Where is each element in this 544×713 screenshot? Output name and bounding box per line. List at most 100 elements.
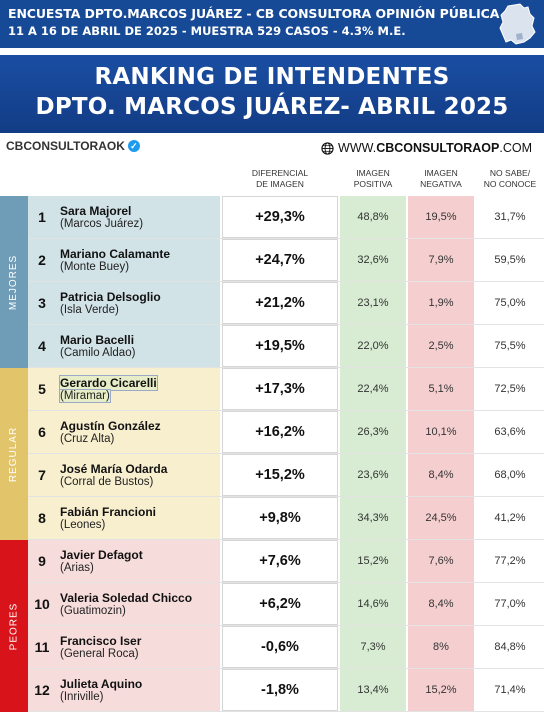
no-sabe-no-conoce: 71,4% (476, 669, 544, 711)
rank-number: 10 (34, 596, 50, 612)
rank-number: 7 (38, 467, 46, 483)
website-link[interactable]: WWW.CBCONSULTORAOP.COM (321, 141, 532, 155)
no-sabe-no-conoce: 75,5% (476, 325, 544, 367)
table-row: 9 Javier Defagot (Arias) +7,6% 15,2% 7,6% 77,2… (28, 540, 544, 583)
negative-image: 7,9% (408, 239, 474, 281)
row-background (28, 239, 220, 281)
positive-image: 13,4% (340, 669, 406, 711)
mayor-name: Valeria Soledad Chicco (60, 591, 193, 605)
no-sabe-no-conoce: 77,2% (476, 540, 544, 582)
mayor-name: Javier Defagot (60, 548, 143, 562)
negative-image: 19,5% (408, 196, 474, 238)
title-line-1: RANKING DE INTENDENTES (94, 64, 450, 90)
positive-image: 7,3% (340, 626, 406, 668)
column-header-positive-line2: POSITIVA (353, 179, 393, 189)
brand-row: CBCONSULTORAOK ✓ WWW.CBCONSULTORAOP.COM (0, 135, 544, 163)
town-name: (Camilo Aldao) (60, 347, 136, 359)
image-differential: +17,3% (222, 368, 338, 410)
mayor-name: José María Odarda (60, 462, 168, 476)
negative-image: 5,1% (408, 368, 474, 410)
globe-icon (321, 141, 334, 155)
no-sabe-no-conoce: 31,7% (476, 196, 544, 238)
image-differential: -0,6% (222, 626, 338, 668)
website-prefix: WWW. (338, 141, 377, 155)
rank-number: 2 (38, 252, 46, 268)
town-name: (Miramar) (59, 389, 111, 403)
column-header-no-sabe-line1: NO SABE/ (489, 168, 531, 178)
table-row: 8 Fabián Francioni (Leones) +9,8% 34,3% 24,5%… (28, 497, 544, 540)
group-label-text: REGULAR (8, 426, 20, 482)
column-header-no-sabe: NO SABE/ NO CONOCE (476, 168, 544, 190)
group-label-text: PEORES (8, 602, 20, 650)
table-row: 10 Valeria Soledad Chicco (Guatimozin) +6,2… (28, 583, 544, 626)
row-background (28, 196, 220, 238)
social-handle-text: CBCONSULTORAOK (6, 139, 125, 153)
image-differential: +15,2% (222, 454, 338, 496)
image-differential: +16,2% (222, 411, 338, 453)
positive-image: 23,1% (340, 282, 406, 324)
rank-number: 4 (38, 338, 46, 354)
image-differential: +29,3% (222, 196, 338, 238)
title-line-2: DPTO. MARCOS JUÁREZ- ABRIL 2025 (35, 94, 509, 120)
mayor-name: Francisco Iser (60, 634, 142, 648)
ranking-table: MEJORES REGULAR PEORES 1 Sara Majorel (Marcos… (0, 196, 544, 712)
positive-image: 48,8% (340, 196, 406, 238)
column-header-positive-line1: IMAGEN (356, 168, 390, 178)
row-background (28, 454, 220, 496)
mayor-name: Fabián Francioni (60, 505, 157, 519)
column-header-negative-line1: IMAGEN (424, 168, 458, 178)
column-header-diff-line1: DIFERENCIAL (251, 168, 309, 178)
group-label-2: PEORES (0, 540, 28, 712)
survey-details: 11 A 16 DE ABRIL DE 2025 - MUESTRA 529 C… (8, 24, 406, 38)
positive-image: 23,6% (340, 454, 406, 496)
negative-image: 15,2% (408, 669, 474, 711)
table-row: 1 Sara Majorel (Marcos Juárez) +29,3% 48,8% 1… (28, 196, 544, 239)
negative-image: 1,9% (408, 282, 474, 324)
page-title: RANKING DE INTENDENTES DPTO. MARCOS JUÁR… (0, 55, 544, 133)
group-label-0: MEJORES (0, 196, 28, 368)
rank-number: 5 (38, 381, 46, 397)
no-sabe-no-conoce: 59,5% (476, 239, 544, 281)
column-header-positive: IMAGEN POSITIVA (340, 168, 406, 190)
table-row: 7 José María Odarda (Corral de Bustos) +15,… (28, 454, 544, 497)
negative-image: 10,1% (408, 411, 474, 453)
row-background (28, 626, 220, 668)
group-label-1: REGULAR (0, 368, 28, 540)
image-differential: +24,7% (222, 239, 338, 281)
no-sabe-no-conoce: 63,6% (476, 411, 544, 453)
negative-image: 8% (408, 626, 474, 668)
rank-number: 11 (34, 639, 50, 655)
table-row: 6 Agustín González (Cruz Alta) +16,2% 26,3% 1… (28, 411, 544, 454)
positive-image: 22,4% (340, 368, 406, 410)
website-suffix: .COM (499, 141, 532, 155)
website-domain: CBCONSULTORAOP (376, 141, 500, 155)
town-name: (Isla Verde) (60, 304, 119, 316)
column-header-diff: DIFERENCIAL DE IMAGEN (222, 168, 338, 190)
negative-image: 24,5% (408, 497, 474, 539)
column-header-negative: IMAGEN NEGATIVA (408, 168, 474, 190)
mayor-name: Mario Bacelli (60, 333, 135, 347)
row-background (28, 325, 220, 367)
verified-badge-icon: ✓ (127, 140, 140, 152)
group-label-text: MEJORES (8, 254, 20, 310)
survey-title: ENCUESTA DPTO.MARCOS JUÁREZ - CB CONSULT… (8, 6, 500, 21)
survey-banner: ENCUESTA DPTO.MARCOS JUÁREZ - CB CONSULT… (0, 0, 544, 48)
negative-image: 7,6% (408, 540, 474, 582)
table-row: 11 Francisco Iser (General Roca) -0,6% 7,3% 8… (28, 626, 544, 669)
mayor-name: Patricia Delsoglio (60, 290, 161, 304)
no-sabe-no-conoce: 84,8% (476, 626, 544, 668)
image-differential: +19,5% (222, 325, 338, 367)
image-differential: +7,6% (222, 540, 338, 582)
table-row: 3 Patricia Delsoglio (Isla Verde) +21,2% 23,… (28, 282, 544, 325)
row-background (28, 583, 220, 625)
town-name: (Corral de Bustos) (60, 476, 154, 488)
town-name: (Marcos Juárez) (60, 218, 144, 230)
no-sabe-no-conoce: 75,0% (476, 282, 544, 324)
image-differential: +6,2% (222, 583, 338, 625)
mayor-name: Mariano Calamante (60, 247, 171, 261)
positive-image: 32,6% (340, 239, 406, 281)
negative-image: 8,4% (408, 583, 474, 625)
image-differential: -1,8% (222, 669, 338, 711)
row-background (28, 411, 220, 453)
negative-image: 8,4% (408, 454, 474, 496)
